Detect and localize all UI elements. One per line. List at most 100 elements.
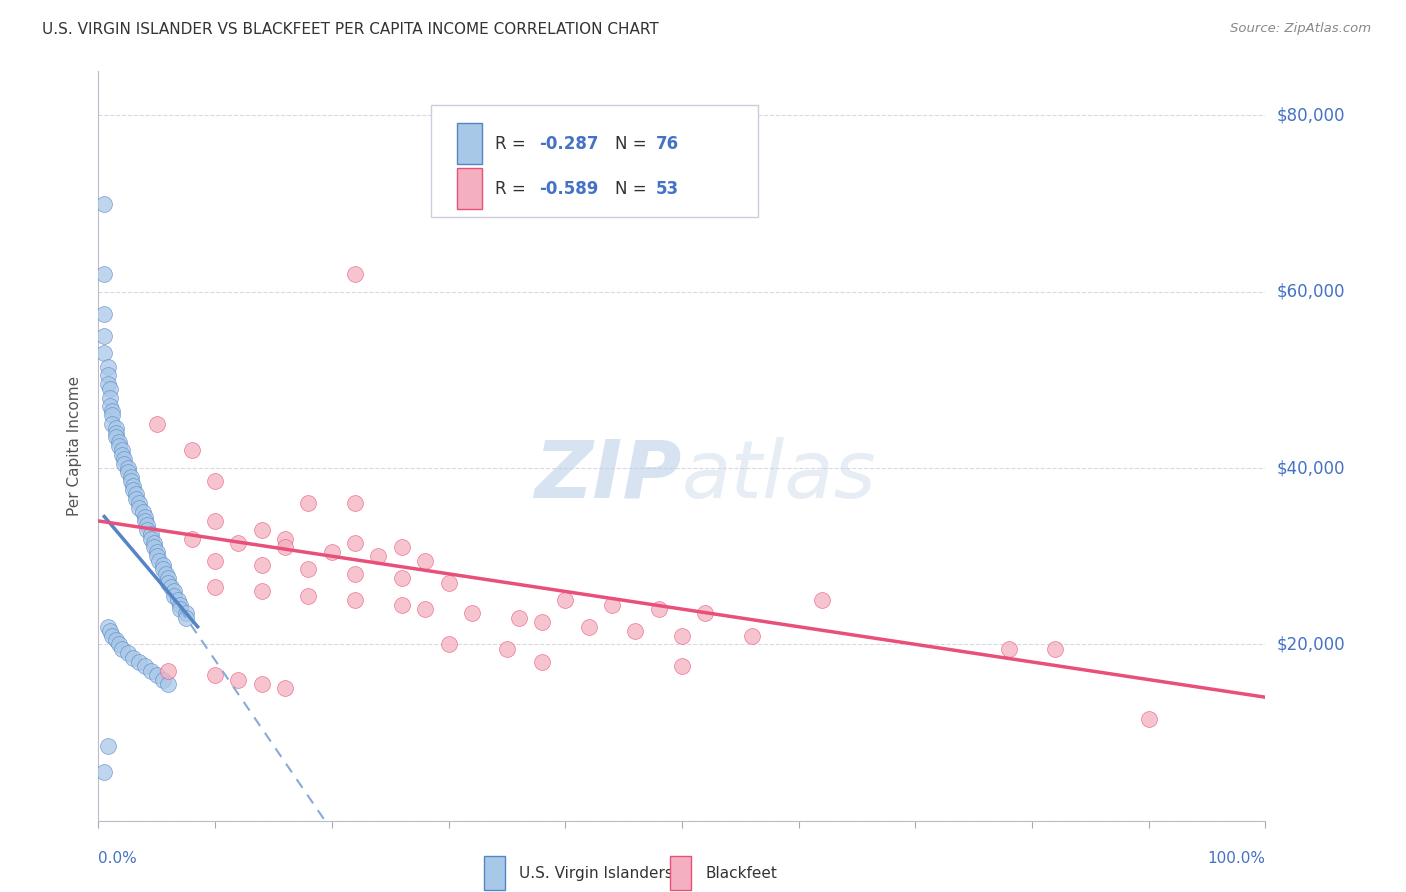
Point xyxy=(437,637,460,651)
Point xyxy=(98,382,121,396)
Point xyxy=(111,641,134,656)
Point xyxy=(367,549,389,564)
Point xyxy=(128,496,150,510)
FancyBboxPatch shape xyxy=(484,856,505,890)
Point xyxy=(578,620,600,634)
FancyBboxPatch shape xyxy=(432,105,758,218)
Point xyxy=(496,641,519,656)
Text: atlas: atlas xyxy=(682,437,877,515)
Point xyxy=(671,659,693,673)
Point xyxy=(139,532,162,546)
Text: 76: 76 xyxy=(657,135,679,153)
Point xyxy=(136,523,159,537)
Point xyxy=(997,641,1019,656)
Point xyxy=(97,620,120,634)
Point xyxy=(117,461,139,475)
Point xyxy=(554,593,576,607)
Point xyxy=(180,443,202,458)
Point xyxy=(143,541,166,555)
Point xyxy=(647,602,669,616)
Text: N =: N = xyxy=(616,135,652,153)
Point xyxy=(152,562,174,576)
Point xyxy=(117,646,139,660)
Point xyxy=(344,267,367,281)
Point xyxy=(530,615,553,630)
Point xyxy=(101,403,124,417)
Point xyxy=(93,346,115,360)
Point xyxy=(169,602,191,616)
Text: $40,000: $40,000 xyxy=(1277,459,1346,477)
Point xyxy=(344,566,367,581)
Point xyxy=(250,523,273,537)
Point xyxy=(204,475,226,489)
Point xyxy=(104,421,127,435)
Text: 0.0%: 0.0% xyxy=(98,851,138,866)
Text: -0.589: -0.589 xyxy=(540,179,599,197)
Point xyxy=(157,677,180,691)
Text: 100.0%: 100.0% xyxy=(1208,851,1265,866)
Point xyxy=(157,575,180,590)
Point xyxy=(136,518,159,533)
Point xyxy=(139,527,162,541)
Point xyxy=(101,408,124,422)
Point xyxy=(97,377,120,392)
Point xyxy=(157,664,180,678)
Point xyxy=(204,514,226,528)
Point xyxy=(391,571,413,585)
Text: R =: R = xyxy=(495,135,531,153)
Point xyxy=(413,553,436,567)
FancyBboxPatch shape xyxy=(671,856,692,890)
Text: -0.287: -0.287 xyxy=(540,135,599,153)
Point xyxy=(120,470,142,484)
Text: ZIP: ZIP xyxy=(534,437,682,515)
Text: $80,000: $80,000 xyxy=(1277,106,1346,125)
Point xyxy=(174,611,197,625)
Point xyxy=(128,655,150,669)
Point xyxy=(274,541,297,555)
Point xyxy=(93,267,115,281)
Point xyxy=(600,598,623,612)
Point xyxy=(146,549,169,564)
Point xyxy=(437,575,460,590)
Y-axis label: Per Capita Income: Per Capita Income xyxy=(67,376,83,516)
Point xyxy=(671,628,693,642)
Point xyxy=(413,602,436,616)
Point xyxy=(104,430,127,444)
Point xyxy=(101,417,124,431)
Point xyxy=(112,457,135,471)
Point xyxy=(112,452,135,467)
Point xyxy=(204,553,226,567)
Point xyxy=(122,650,145,665)
Point xyxy=(146,668,169,682)
Point xyxy=(274,681,297,696)
Point xyxy=(180,532,202,546)
Point xyxy=(174,607,197,621)
Point xyxy=(132,505,155,519)
Point xyxy=(163,589,186,603)
Point xyxy=(297,562,319,576)
Point xyxy=(152,673,174,687)
Point xyxy=(391,541,413,555)
Point xyxy=(811,593,834,607)
Point xyxy=(741,628,763,642)
Point xyxy=(125,491,148,506)
Point xyxy=(108,637,131,651)
Point xyxy=(97,739,120,753)
Point xyxy=(344,536,367,550)
Point xyxy=(204,668,226,682)
Point xyxy=(152,558,174,572)
Point xyxy=(344,593,367,607)
Point xyxy=(98,400,121,414)
Point xyxy=(93,328,115,343)
Point xyxy=(508,611,530,625)
Point xyxy=(297,496,319,510)
Text: N =: N = xyxy=(616,179,652,197)
Point xyxy=(98,624,121,639)
Point xyxy=(155,566,177,581)
Point xyxy=(146,417,169,431)
Point xyxy=(391,598,413,612)
Point xyxy=(461,607,484,621)
Point xyxy=(108,434,131,449)
Text: R =: R = xyxy=(495,179,531,197)
FancyBboxPatch shape xyxy=(457,123,482,164)
